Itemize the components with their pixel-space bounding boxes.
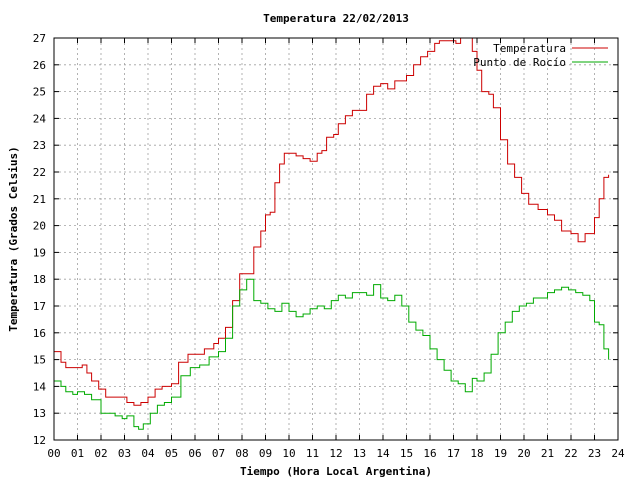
x-tick-label: 00 bbox=[47, 447, 60, 460]
x-tick-label: 16 bbox=[423, 447, 436, 460]
y-tick-label: 25 bbox=[33, 86, 46, 99]
legend-label-1: Temperatura bbox=[493, 42, 566, 55]
x-axis-ticks: 00 01 02 03 04 05 06 07 08 09 10 11 12 13 14 15 16 17 18 19… bbox=[47, 38, 625, 460]
y-tick-label: 21 bbox=[33, 193, 46, 206]
x-tick-label: 12 bbox=[329, 447, 342, 460]
x-tick-label: 06 bbox=[188, 447, 201, 460]
x-tick-label: 18 bbox=[470, 447, 483, 460]
x-tick-label: 03 bbox=[118, 447, 131, 460]
x-tick-label: 05 bbox=[165, 447, 178, 460]
y-axis-ticks: 12 13 14 15 16 17 18 19 20 21 22 23 24 25 26 27 bbox=[33, 32, 618, 447]
y-tick-label: 12 bbox=[33, 434, 46, 447]
x-tick-label: 07 bbox=[212, 447, 225, 460]
x-tick-label: 24 bbox=[611, 447, 625, 460]
y-tick-label: 15 bbox=[33, 354, 46, 367]
y-tick-label: 27 bbox=[33, 32, 46, 45]
x-tick-label: 02 bbox=[94, 447, 107, 460]
y-tick-label: 20 bbox=[33, 220, 46, 233]
y-tick-label: 26 bbox=[33, 59, 46, 72]
x-tick-label: 13 bbox=[353, 447, 366, 460]
x-tick-label: 09 bbox=[259, 447, 272, 460]
x-tick-label: 23 bbox=[588, 447, 601, 460]
x-tick-label: 11 bbox=[306, 447, 319, 460]
y-tick-label: 24 bbox=[33, 112, 47, 125]
x-tick-label: 20 bbox=[517, 447, 530, 460]
x-tick-label: 19 bbox=[494, 447, 507, 460]
x-tick-label: 10 bbox=[282, 447, 295, 460]
chart-title: Temperatura 22/02/2013 bbox=[263, 12, 409, 25]
y-axis-label: Temperatura (Grados Celsius) bbox=[7, 146, 20, 331]
y-tick-label: 22 bbox=[33, 166, 46, 179]
series-line-1 bbox=[54, 37, 610, 406]
y-tick-label: 13 bbox=[33, 407, 46, 420]
x-tick-label: 08 bbox=[235, 447, 248, 460]
x-tick-label: 22 bbox=[564, 447, 577, 460]
y-tick-label: 19 bbox=[33, 246, 46, 259]
x-tick-label: 14 bbox=[376, 447, 390, 460]
y-tick-label: 16 bbox=[33, 327, 46, 340]
y-tick-label: 17 bbox=[33, 300, 46, 313]
x-axis-label: Tiempo (Hora Local Argentina) bbox=[240, 465, 432, 478]
x-tick-label: 17 bbox=[447, 447, 460, 460]
x-tick-label: 04 bbox=[141, 447, 155, 460]
y-tick-label: 14 bbox=[33, 380, 47, 393]
x-tick-label: 01 bbox=[71, 447, 84, 460]
series-line-2 bbox=[54, 278, 610, 430]
series-group bbox=[54, 37, 610, 430]
x-tick-label: 15 bbox=[400, 447, 413, 460]
x-tick-label: 21 bbox=[541, 447, 554, 460]
y-tick-label: 23 bbox=[33, 139, 46, 152]
legend-label-2: Punto de Rocío bbox=[473, 56, 566, 69]
y-tick-label: 18 bbox=[33, 273, 46, 286]
